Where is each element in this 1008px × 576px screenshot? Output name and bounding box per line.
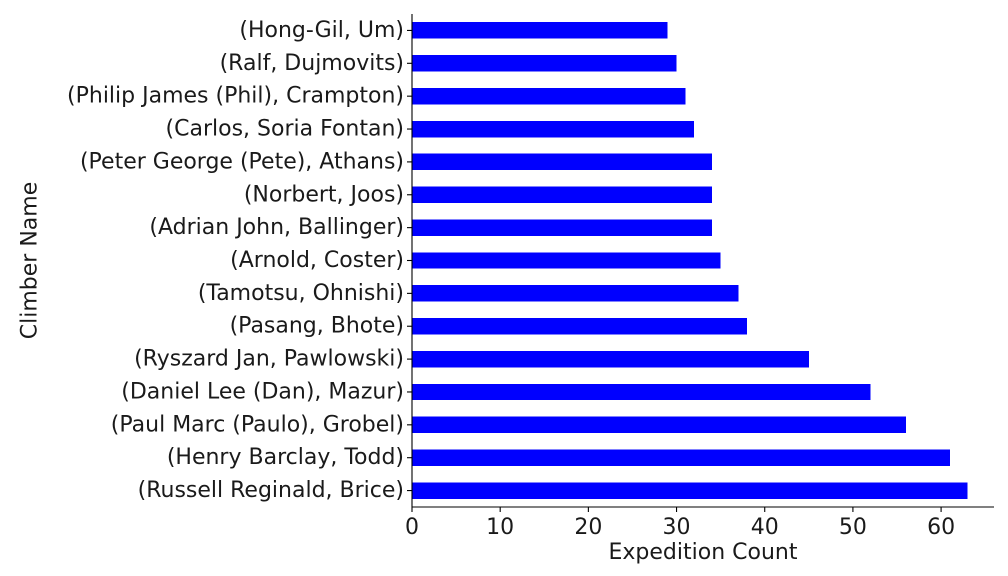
x-tick-label: 60	[927, 515, 955, 540]
y-tick-label: (Adrian John, Ballinger)	[149, 215, 404, 240]
bar	[412, 350, 809, 368]
y-tick-label: (Tamotsu, Ohnishi)	[198, 281, 404, 306]
bars-group	[412, 22, 968, 499]
bar	[412, 120, 695, 138]
y-axis-title: Climber Name	[18, 182, 43, 339]
x-axis-title: Expedition Count	[609, 540, 798, 565]
x-tick-label: 40	[751, 515, 779, 540]
x-tick-label: 10	[486, 515, 514, 540]
y-tick-label: (Hong-Gil, Um)	[239, 18, 404, 43]
x-tick-label: 0	[405, 515, 419, 540]
y-tick-label: (Ryszard Jan, Pawlowski)	[134, 347, 404, 372]
x-tick-label: 50	[839, 515, 867, 540]
y-tick-label: (Norbert, Joos)	[244, 182, 404, 207]
y-tick-label: (Russell Reginald, Brice)	[138, 478, 404, 503]
y-tick-label: (Ralf, Dujmovits)	[220, 51, 404, 76]
x-tick-label: 30	[663, 515, 691, 540]
bar	[412, 186, 712, 203]
bar	[412, 416, 906, 434]
x-tick-label: 20	[574, 515, 602, 540]
y-tick-label: (Paul Marc (Paulo), Grobel)	[111, 412, 404, 437]
bar	[412, 449, 950, 466]
y-tick-label: (Arnold, Coster)	[230, 248, 404, 273]
bar	[412, 318, 748, 335]
y-tick-label: (Daniel Lee (Dan), Mazur)	[121, 379, 404, 404]
bar	[412, 383, 871, 401]
y-tick-label: (Carlos, Soria Fontan)	[166, 117, 404, 142]
bar	[412, 55, 677, 72]
y-tick-label: (Henry Barclay, Todd)	[167, 445, 404, 470]
y-tick-label: (Pasang, Bhote)	[230, 314, 404, 339]
bar	[412, 482, 968, 499]
bar	[412, 285, 739, 302]
x-tick-group: 0 10 20 30 40 50 60	[405, 507, 955, 540]
bar	[412, 22, 668, 39]
y-tick-label: (Philip James (Phil), Crampton)	[67, 84, 404, 109]
y-tick-group: (Russell Reginald, Brice) (Henry Barclay,…	[67, 18, 412, 503]
bar	[412, 219, 712, 236]
y-tick-label: (Peter George (Pete), Athans)	[80, 149, 404, 174]
bar	[412, 153, 712, 171]
bar	[412, 87, 686, 105]
bar	[412, 252, 721, 269]
